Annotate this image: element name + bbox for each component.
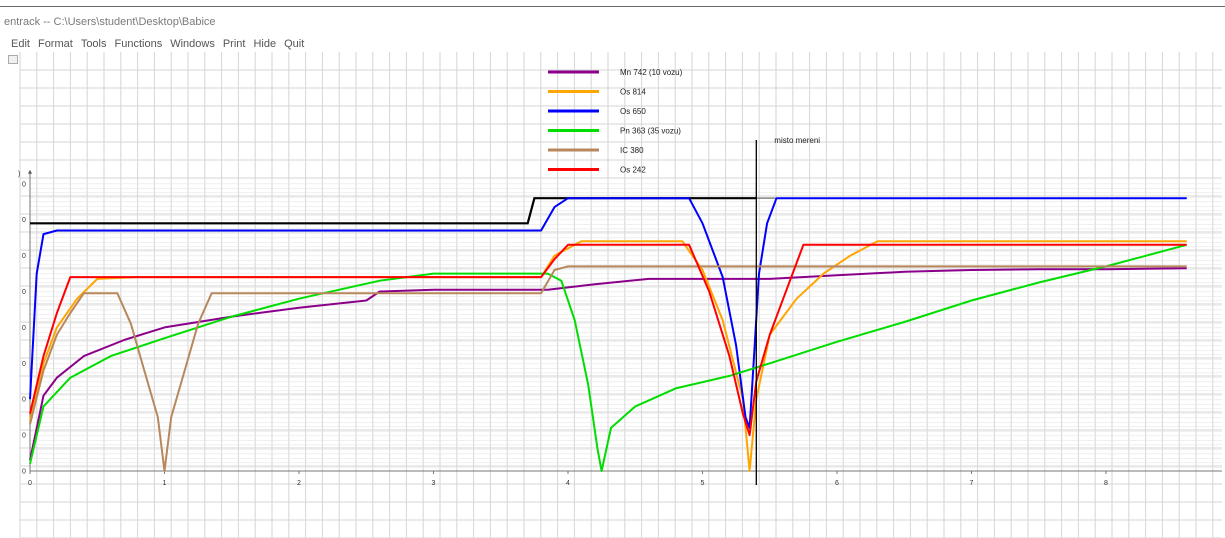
series-line-4 xyxy=(29,265,1187,472)
menu-hide[interactable]: Hide xyxy=(253,38,277,50)
menu-windows[interactable]: Windows xyxy=(170,38,215,50)
window-title: entrack -- C:\Users\student\Desktop\Babi… xyxy=(4,16,216,28)
y-tick-label: 0 xyxy=(22,325,26,332)
series-line-1 xyxy=(29,240,1187,472)
x-tick-label: 6 xyxy=(835,480,839,487)
x-tick-label: 8 xyxy=(1104,480,1108,487)
window-top-border xyxy=(0,6,1225,7)
y-axis-label: ) xyxy=(18,171,20,178)
series-line-2 xyxy=(29,197,1187,429)
legend-label-0: Mn 742 (10 vozu) xyxy=(620,68,683,77)
chart-series xyxy=(29,197,1187,472)
legend-label-2: Os 650 xyxy=(620,107,646,116)
x-tick-label: 5 xyxy=(701,480,705,487)
series-line-5 xyxy=(29,243,1187,437)
menu-edit[interactable]: Edit xyxy=(11,38,30,50)
chart-legend: Mn 742 (10 vozu) Os 814 Os 650 Pn 363 (35 v… xyxy=(548,68,683,175)
menu-print[interactable]: Print xyxy=(222,38,246,50)
y-tick-label: 0 xyxy=(22,253,26,260)
y-tick-label: 0 xyxy=(22,289,26,296)
scroll-up-button[interactable] xyxy=(8,55,18,64)
x-tick-label: 2 xyxy=(297,480,301,487)
y-tick-label: 0 xyxy=(22,397,26,404)
y-tick-label: 0 xyxy=(22,217,26,224)
x-tick-label: 0 xyxy=(28,480,32,487)
legend-label-4: IC 380 xyxy=(620,146,644,155)
series-line-0 xyxy=(29,267,1187,461)
x-tick-label: 3 xyxy=(432,480,436,487)
y-tick-label: 0 xyxy=(22,469,26,476)
menu-quit[interactable]: Quit xyxy=(284,38,305,50)
menu-format[interactable]: Format xyxy=(37,38,73,50)
measuring-point-label: misto mereni xyxy=(774,136,820,145)
legend-label-1: Os 814 xyxy=(620,88,646,97)
chart-grid xyxy=(19,52,1222,538)
menu-functions[interactable]: Functions xyxy=(114,38,163,50)
menu-bar: Edit Format Tools Functions Windows Prin… xyxy=(0,38,312,52)
y-tick-label: 0 xyxy=(22,181,26,188)
menu-tools[interactable]: Tools xyxy=(80,38,107,50)
y-tick-label: 0 xyxy=(22,433,26,440)
x-tick-label: 4 xyxy=(566,480,570,487)
legend-label-5: Os 242 xyxy=(620,166,646,175)
legend-label-3: Pn 363 (35 vozu) xyxy=(620,127,681,136)
y-axis-arrow-icon xyxy=(28,169,32,174)
y-tick-label: 0 xyxy=(22,361,26,368)
series-line-3 xyxy=(29,243,1187,472)
chart-annotations: misto mereni xyxy=(755,136,820,485)
x-tick-label: 1 xyxy=(163,480,167,487)
x-tick-label: 7 xyxy=(970,480,974,487)
